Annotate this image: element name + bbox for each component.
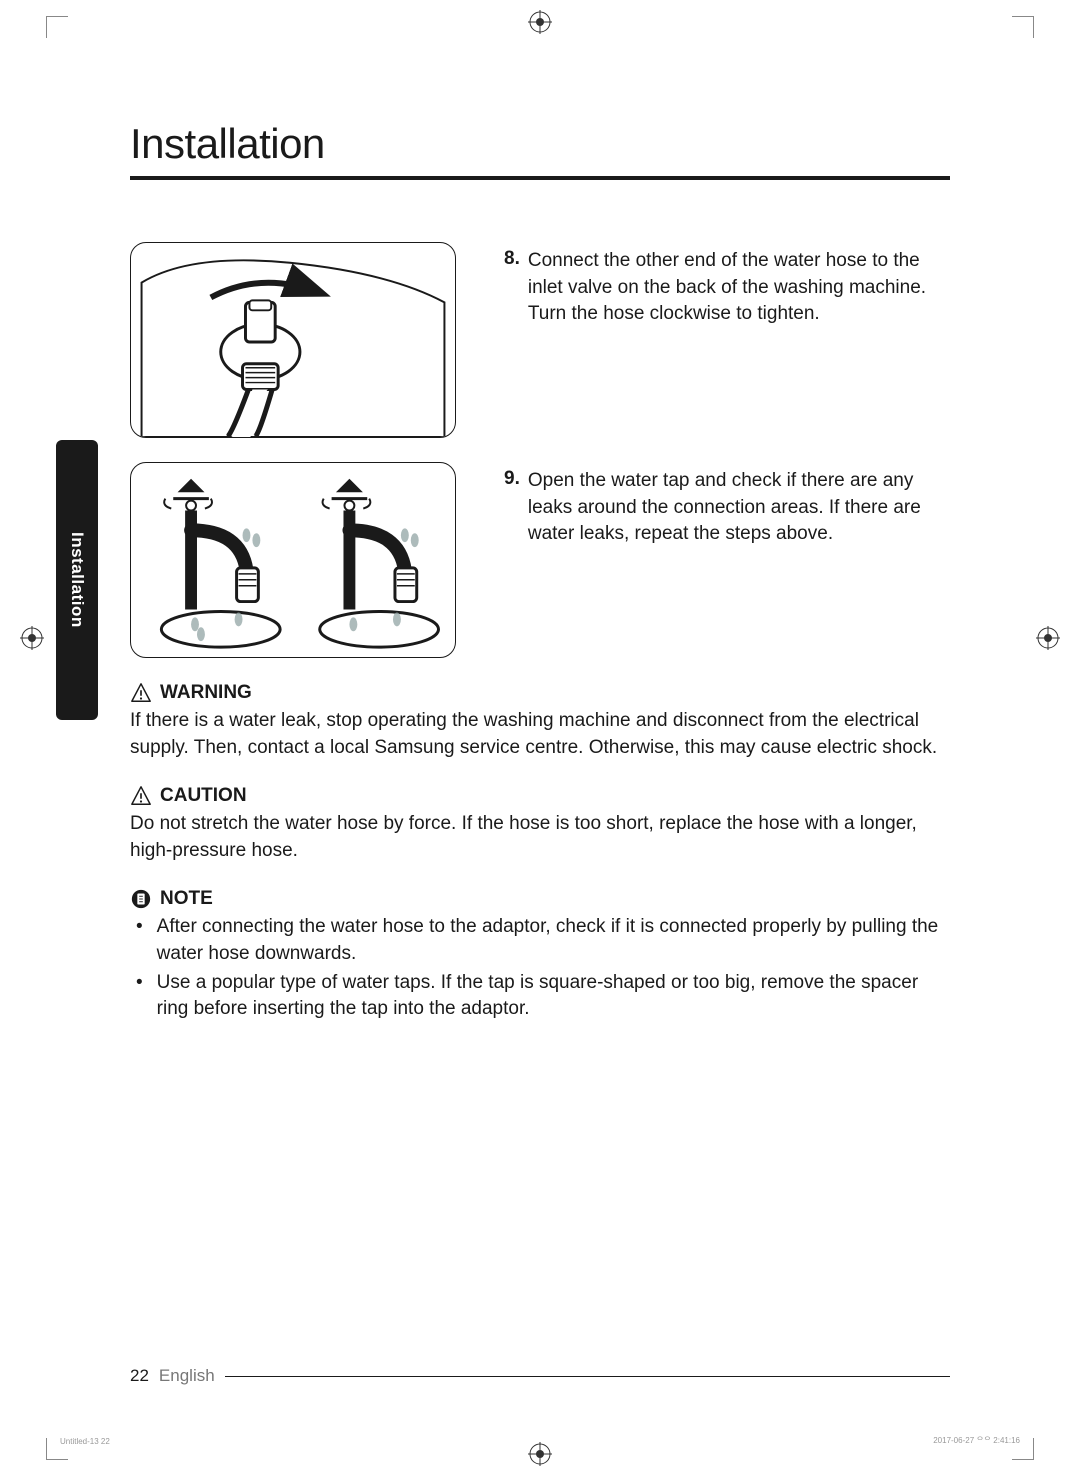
caution-callout: CAUTION Do not stretch the water hose by… <box>130 785 950 864</box>
warning-callout: WARNING If there is a water leak, stop o… <box>130 682 950 761</box>
note-callout: NOTE After connecting the water hose to … <box>130 888 950 1022</box>
crop-mark <box>46 16 68 38</box>
registration-mark-icon <box>528 1442 552 1466</box>
page-footer: 22 English <box>130 1366 950 1386</box>
print-meta-right: 2017-06-27 ᄋᄋ 2:41:16 <box>933 1435 1020 1446</box>
callout-head: NOTE <box>130 888 950 910</box>
footer-rule <box>225 1376 950 1377</box>
registration-mark-icon <box>20 626 44 650</box>
page-number: 22 <box>130 1366 149 1386</box>
registration-mark-icon <box>528 10 552 34</box>
step-body: Connect the other end of the water hose … <box>528 248 950 438</box>
note-item: After connecting the water hose to the a… <box>134 914 950 967</box>
crop-mark <box>1012 16 1034 38</box>
note-label: NOTE <box>160 888 213 910</box>
section-tab-label: Installation <box>67 532 87 628</box>
note-item-text: Use a popular type of water taps. If the… <box>157 970 950 1023</box>
note-item: Use a popular type of water taps. If the… <box>134 970 950 1023</box>
page-language: English <box>159 1366 215 1386</box>
callout-head: CAUTION <box>130 785 950 807</box>
warning-icon <box>130 682 152 704</box>
print-meta-left: Untitled-13 22 <box>60 1437 110 1446</box>
figure-hose-inlet <box>130 242 456 438</box>
note-icon <box>130 888 152 910</box>
callout-head: WARNING <box>130 682 950 704</box>
step-text: 8. Connect the other end of the water ho… <box>504 242 950 438</box>
page-content: Installation Installation <box>130 120 950 1386</box>
step-number: 9. <box>504 468 520 658</box>
step-body: Open the water tap and check if there ar… <box>528 468 950 658</box>
section-tab: Installation <box>56 440 98 720</box>
step-number: 8. <box>504 248 520 438</box>
step-text: 9. Open the water tap and check if there… <box>504 462 950 658</box>
registration-mark-icon <box>1036 626 1060 650</box>
page-title: Installation <box>130 120 950 180</box>
warning-label: WARNING <box>160 682 252 704</box>
caution-label: CAUTION <box>160 785 247 807</box>
caution-icon <box>130 785 152 807</box>
warning-text: If there is a water leak, stop operating… <box>130 708 950 761</box>
figure-tap-check <box>130 462 456 658</box>
note-list: After connecting the water hose to the a… <box>130 914 950 1022</box>
step-8: 8. Connect the other end of the water ho… <box>130 242 950 438</box>
caution-text: Do not stretch the water hose by force. … <box>130 811 950 864</box>
note-item-text: After connecting the water hose to the a… <box>157 914 950 967</box>
step-9: 9. Open the water tap and check if there… <box>130 462 950 658</box>
